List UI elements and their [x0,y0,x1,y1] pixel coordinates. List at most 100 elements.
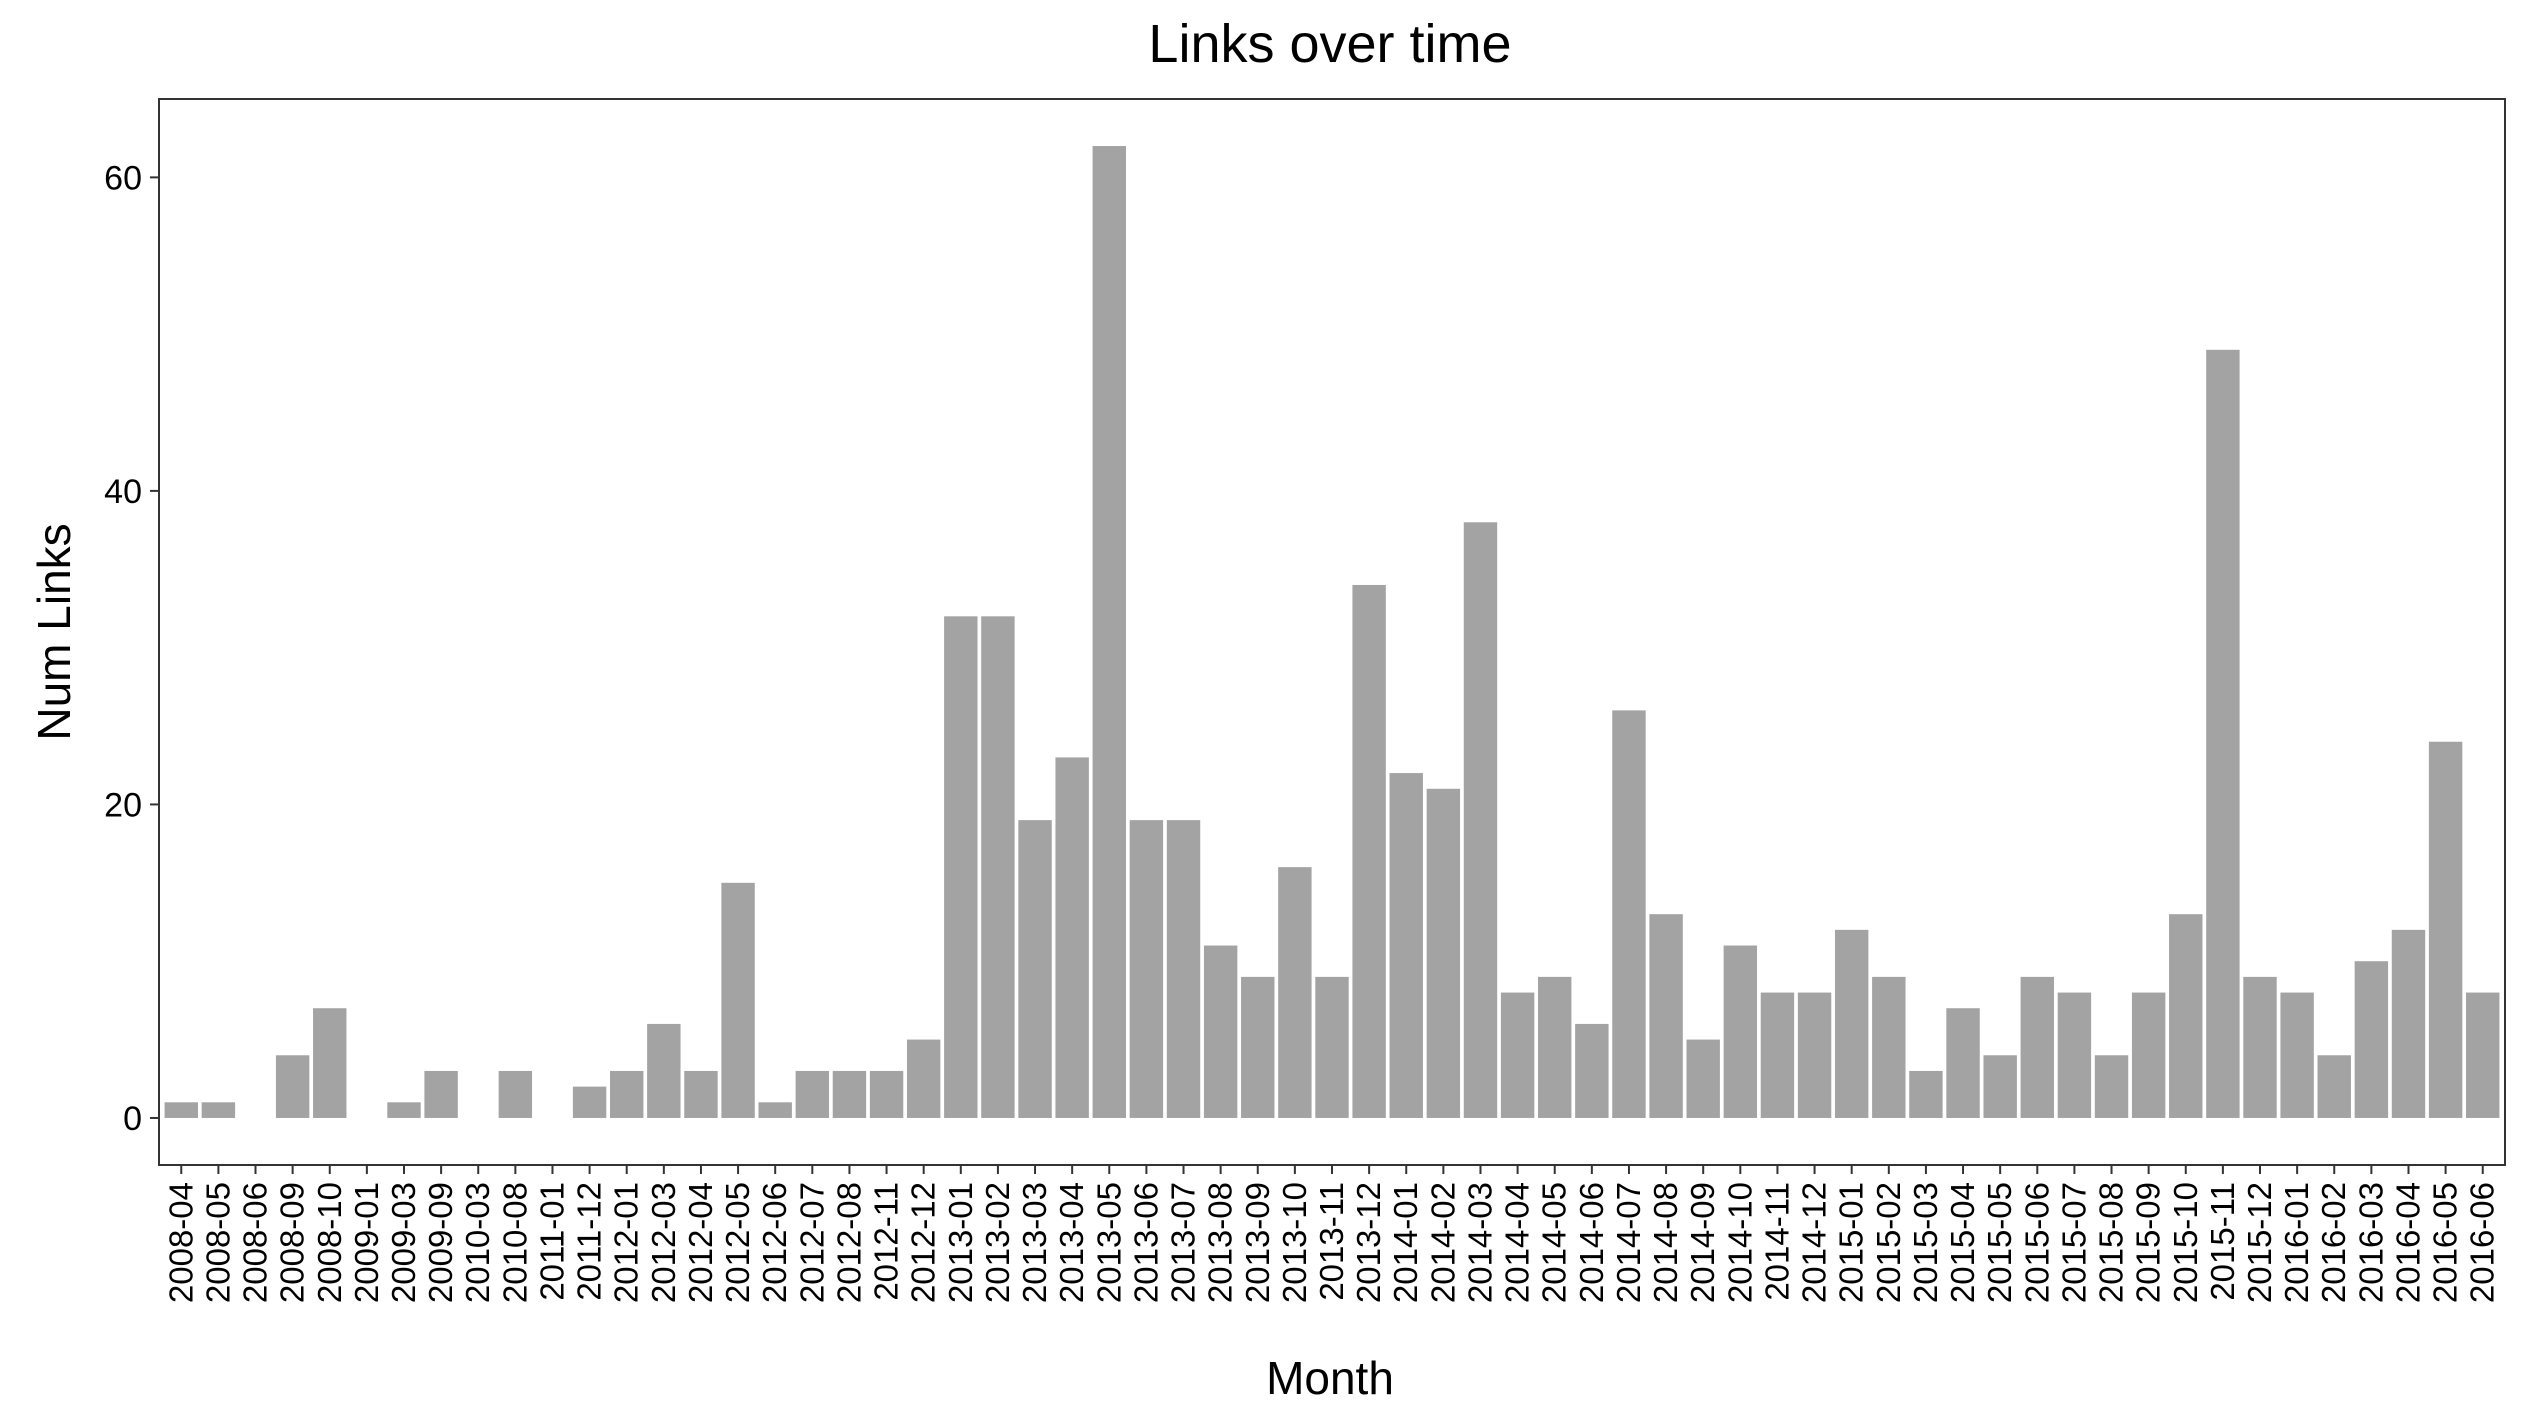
bar [1575,1023,1609,1118]
x-tick-label: 2016-04 [2389,1182,2426,1303]
x-tick-label: 2008-04 [162,1182,199,1303]
x-tick-label: 2015-10 [2167,1182,2204,1303]
x-tick-label: 2014-02 [1424,1182,1461,1303]
x-tick-label: 2010-08 [496,1182,533,1303]
x-tick-label: 2009-01 [348,1182,385,1303]
y-axis-label: Num Links [28,523,80,740]
x-tick-label: 2012-12 [905,1182,942,1303]
x-tick-label: 2013-09 [1239,1182,1276,1303]
bar [1872,976,1906,1118]
bar [1538,976,1572,1118]
bar [2391,929,2426,1118]
x-tick-label: 2016-03 [2352,1182,2389,1303]
y-tick-label: 20 [104,786,142,824]
bar [2169,914,2203,1118]
bar [1092,146,1126,1118]
bar [2094,1055,2129,1118]
x-tick-label: 2016-05 [2427,1182,2464,1303]
bar [2466,992,2500,1118]
y-tick-label: 40 [104,473,142,511]
bar [1389,773,1423,1118]
bar [1463,522,1498,1118]
bar [201,1102,236,1118]
bar [387,1102,421,1118]
x-tick-label: 2015-01 [1833,1182,1870,1303]
x-axis: 2008-04 2008-05 2008-06 2008-09 2008-10 2009-… [162,1165,2501,1303]
x-tick-label: 2015-08 [2093,1182,2130,1303]
bar [1055,757,1089,1118]
x-tick-label: 2014-11 [1758,1182,1795,1301]
bar [1834,929,1869,1118]
x-tick-label: 2013-02 [979,1182,1016,1303]
x-tick-label: 2010-03 [459,1182,496,1303]
x-tick-label: 2014-07 [1610,1182,1647,1303]
x-tick-label: 2015-07 [2055,1182,2092,1303]
chart-title: Links over time [1148,14,1511,74]
bar [2280,992,2314,1118]
bar [869,1070,904,1118]
x-tick-label: 2013-08 [1202,1182,1239,1303]
x-tick-label: 2014-06 [1573,1182,1610,1303]
bar [684,1070,718,1118]
bar [1797,992,1832,1118]
x-tick-label: 2014-10 [1721,1182,1758,1303]
bar [1352,584,1386,1118]
x-tick-label: 2012-06 [756,1182,793,1303]
bar [721,882,755,1118]
bar [2020,976,2054,1118]
x-tick-label: 2012-07 [793,1182,830,1303]
x-tick-label: 2014-12 [1796,1182,1833,1303]
bar [1649,914,1683,1118]
x-tick-label: 2009-03 [385,1182,422,1303]
bar [758,1102,792,1118]
bar [2057,992,2092,1118]
x-tick-label: 2008-10 [311,1182,348,1303]
bar [906,1039,941,1118]
x-tick-label: 2014-01 [1387,1182,1424,1303]
x-tick-label: 2012-11 [868,1182,905,1301]
x-tick-label: 2008-06 [237,1182,274,1303]
y-tick-label: 60 [104,159,142,197]
bar [1909,1070,1943,1118]
bar [1723,945,1758,1118]
bar [610,1070,644,1118]
bar [1983,1055,2017,1118]
bar [1500,992,1535,1118]
x-tick-label: 2012-01 [608,1182,645,1303]
x-tick-label: 2014-04 [1499,1182,1536,1303]
bar [164,1102,198,1118]
x-tick-label: 2015-04 [1944,1182,1981,1303]
bar [2243,976,2277,1118]
x-tick-label: 2014-05 [1536,1182,1573,1303]
x-tick-label: 2013-05 [1090,1182,1127,1303]
x-tick-label: 2012-08 [830,1182,867,1303]
bar [1946,1008,1980,1118]
bar [2428,741,2463,1118]
x-tick-label: 2015-03 [1907,1182,1944,1303]
x-tick-label: 2013-04 [1053,1182,1090,1303]
x-tick-label: 2015-06 [2018,1182,2055,1303]
x-tick-label: 2016-06 [2464,1182,2501,1303]
bar [1612,710,1646,1118]
bar [2206,349,2240,1118]
y-axis: 0 20 40 60 [104,159,159,1138]
bar [1686,1039,1720,1118]
x-tick-label: 2014-09 [1684,1182,1721,1303]
bar [1241,976,1275,1118]
bar [1203,945,1238,1118]
bar [647,1023,681,1118]
bar [832,1070,867,1118]
bar [424,1070,458,1118]
bar [498,1070,533,1118]
y-tick-label: 0 [123,1100,142,1138]
x-tick-label: 2014-08 [1647,1182,1684,1303]
bar [944,616,978,1118]
bar [1426,788,1461,1118]
bar [2354,961,2389,1118]
x-tick-label: 2013-06 [1127,1182,1164,1303]
bar [1129,820,1164,1118]
x-tick-label: 2008-09 [274,1182,311,1303]
x-tick-label: 2015-02 [1870,1182,1907,1303]
x-tick-label: 2013-12 [1350,1182,1387,1303]
